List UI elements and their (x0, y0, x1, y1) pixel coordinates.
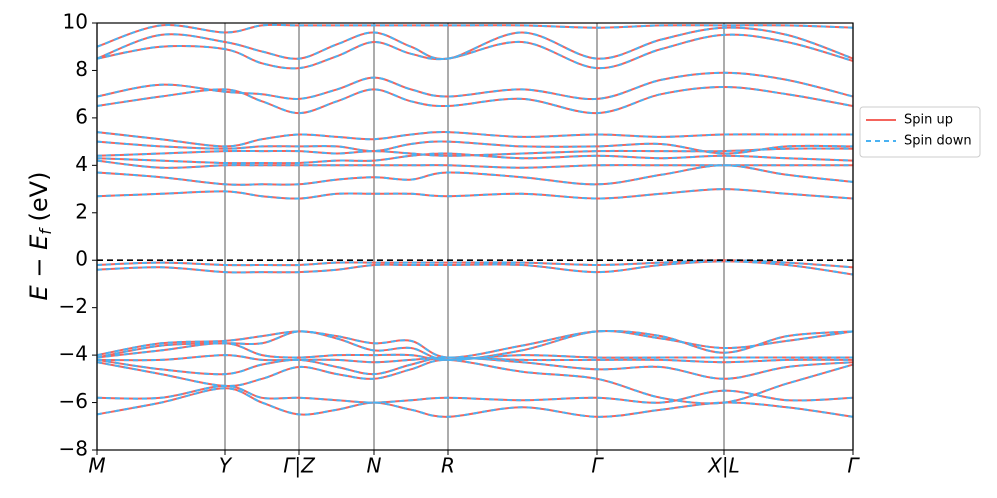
band-line (96, 358, 854, 405)
y-tick-label: −2 (59, 294, 88, 318)
bands (96, 23, 854, 418)
x-tick-label: Γ (591, 454, 604, 478)
y-tick-label: 0 (75, 247, 88, 271)
y-tick-label: −8 (59, 437, 88, 461)
band-line (96, 85, 854, 115)
legend-label: Spin down (904, 134, 972, 149)
y-label-unit: (eV) (25, 172, 53, 230)
band-line (96, 33, 854, 70)
band-line (96, 356, 854, 380)
y-tick-label: −4 (59, 342, 88, 366)
band-line (96, 260, 854, 276)
band-line (96, 26, 854, 60)
band-line (96, 23, 854, 48)
band-line (96, 85, 854, 115)
band-line (96, 152, 854, 165)
y-label-sub: f (36, 227, 55, 235)
band-line (96, 329, 854, 359)
band-line (96, 330, 854, 361)
band-line (96, 71, 854, 101)
x-tick-label: R (441, 454, 455, 478)
band-line (96, 356, 854, 380)
band-line (96, 188, 854, 200)
band-line (96, 159, 853, 169)
x-tick-label: M (88, 454, 105, 478)
band-line (96, 26, 854, 60)
y-tick-label: 8 (75, 57, 88, 81)
band-line (96, 147, 854, 157)
band-line (96, 188, 854, 200)
y-tick-label: 10 (63, 10, 88, 34)
band-line (96, 140, 854, 155)
y-tick-label: −6 (59, 389, 88, 413)
y-tick-label: 2 (75, 199, 88, 223)
y-tick-label: 4 (75, 152, 88, 176)
band-line (96, 358, 854, 405)
band-line (96, 131, 853, 148)
x-tick-label: Γ|Z (283, 454, 316, 478)
y-axis-label: E − Ef (eV) (25, 172, 55, 301)
legend-label: Spin up (904, 113, 953, 128)
x-tick-label: Γ (847, 454, 860, 478)
x-tick-label: X|L (707, 454, 740, 478)
band-line (96, 164, 854, 186)
band-line (96, 342, 853, 361)
band-line (96, 384, 854, 404)
y-label-main: E − E (25, 234, 53, 301)
plot-frame (96, 22, 854, 451)
x-tick-label: N (367, 454, 382, 478)
band-line (96, 354, 854, 364)
band-line (96, 259, 854, 269)
band-line (96, 164, 854, 186)
x-tick-label: Y (219, 454, 233, 478)
y-tick-label: 6 (75, 104, 88, 128)
band-line (96, 71, 854, 101)
